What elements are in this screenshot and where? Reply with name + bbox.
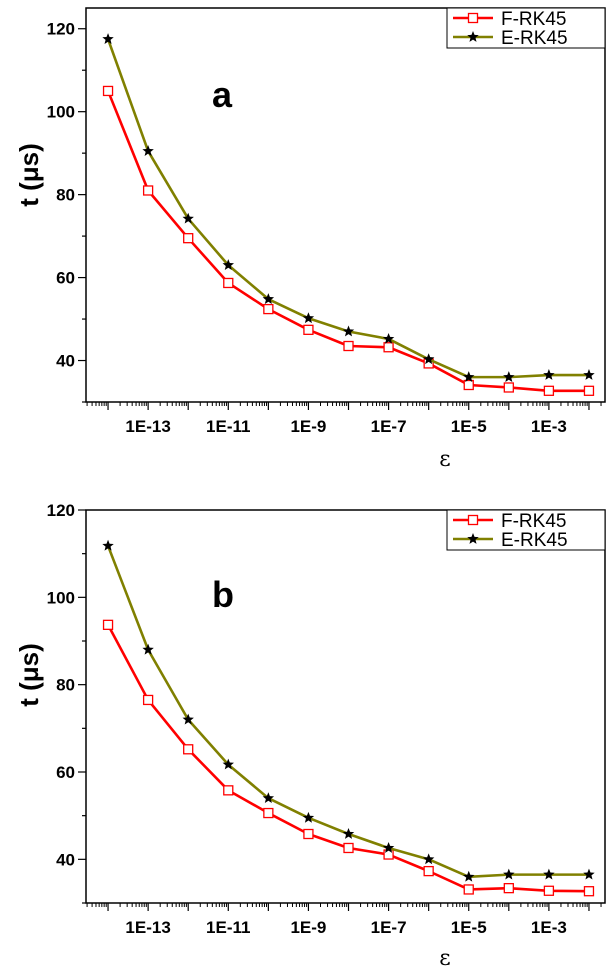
data-point-E-RK45 [182, 713, 194, 725]
data-point-E-RK45 [342, 828, 355, 839]
panel-label: a [212, 74, 233, 115]
chart-panel-b: 1E-13 1E-11 1E-9 1E-7 1E-5 1E-3 40 60 80 100 120 t … [14, 501, 606, 971]
data-point-F-RK45 [583, 886, 595, 897]
legend-label-F-RK45: F-RK45 [501, 9, 566, 30]
y-tick-label: 100 [47, 588, 75, 607]
data-point-F-RK45 [183, 233, 194, 244]
x-tick-label: 1E-5 [451, 918, 487, 937]
x-tick-label: 1E-9 [290, 417, 326, 436]
y-tick-label: 60 [56, 269, 75, 288]
data-point-E-RK45 [583, 868, 595, 880]
x-tick-label: 1E-11 [206, 918, 250, 937]
data-point-E-RK45 [302, 312, 315, 324]
data-point-E-RK45 [342, 325, 355, 337]
data-point-F-RK45 [102, 619, 114, 630]
x-tick-label: 1E-7 [371, 918, 407, 937]
y-tick-label: 120 [47, 20, 75, 39]
legend-label-E-RK45: E-RK45 [501, 28, 568, 49]
series-line-E-RK45 [106, 545, 589, 879]
y-axis-label: t (μs) [14, 643, 44, 707]
data-point-E-RK45 [102, 539, 114, 551]
data-point-F-RK45 [503, 883, 514, 894]
data-point-F-RK45 [142, 185, 154, 196]
x-tick-label: 1E-5 [451, 417, 487, 436]
data-point-F-RK45 [303, 828, 314, 840]
x-tick-label: 1E-13 [125, 417, 170, 436]
data-point-F-RK45 [543, 385, 555, 396]
data-point-E-RK45 [543, 369, 555, 380]
data-point-E-RK45 [102, 33, 114, 44]
panel-label: b [212, 574, 234, 615]
data-point-E-RK45 [222, 758, 234, 770]
y-axis-label: t (μs) [14, 143, 44, 207]
x-axis-label: ε [439, 447, 450, 472]
legend-marker-E-RK45 [467, 533, 479, 544]
data-point-E-RK45 [583, 369, 595, 380]
legend-marker-F-RK45 [467, 12, 479, 24]
data-point-E-RK45 [382, 332, 395, 344]
data-point-F-RK45 [183, 744, 194, 755]
data-point-E-RK45 [262, 792, 275, 804]
x-tick-label: 1E-3 [531, 417, 567, 436]
data-point-E-RK45 [543, 868, 555, 880]
data-point-F-RK45 [263, 303, 274, 315]
y-tick-label: 100 [47, 103, 75, 122]
data-point-F-RK45 [423, 865, 434, 877]
data-point-E-RK45 [463, 371, 475, 382]
data-point-F-RK45 [543, 885, 555, 896]
data-point-F-RK45 [503, 382, 514, 393]
x-tick-label: 1E-11 [206, 417, 250, 436]
plot-frame [85, 509, 606, 904]
y-tick-label: 40 [56, 352, 75, 371]
x-tick-label: 1E-3 [531, 918, 567, 937]
data-point-E-RK45 [262, 293, 275, 304]
data-point-F-RK45 [223, 785, 234, 796]
legend-label-E-RK45: E-RK45 [501, 530, 568, 551]
data-point-E-RK45 [422, 853, 435, 865]
data-point-E-RK45 [142, 643, 154, 655]
data-point-F-RK45 [303, 324, 314, 335]
data-point-E-RK45 [463, 870, 475, 882]
data-point-F-RK45 [583, 385, 595, 396]
legend-marker-F-RK45 [467, 514, 479, 526]
x-tick-label: 1E-9 [290, 918, 326, 937]
x-tick-label: 1E-7 [371, 417, 407, 436]
data-point-F-RK45 [263, 807, 274, 819]
data-point-F-RK45 [343, 340, 354, 352]
data-point-E-RK45 [503, 868, 515, 880]
x-tick-label: 1E-13 [125, 918, 170, 937]
data-point-F-RK45 [223, 277, 234, 289]
data-point-E-RK45 [503, 371, 515, 382]
y-tick-label: 80 [56, 186, 75, 205]
data-point-E-RK45 [382, 841, 395, 853]
data-point-F-RK45 [343, 842, 354, 854]
x-axis-label: ε [439, 946, 450, 971]
chart-panel-a: 1E-13 1E-11 1E-9 1E-7 1E-5 1E-3 40 60 80 100 120 t … [14, 7, 606, 472]
data-point-F-RK45 [142, 694, 154, 706]
y-tick-label: 80 [56, 676, 75, 695]
data-point-E-RK45 [222, 259, 234, 270]
y-tick-label: 120 [47, 501, 75, 520]
data-point-E-RK45 [182, 212, 194, 224]
plot-frame [85, 7, 606, 403]
data-point-F-RK45 [383, 342, 394, 353]
data-point-F-RK45 [102, 85, 114, 97]
data-point-F-RK45 [463, 379, 474, 391]
y-tick-label: 40 [56, 850, 75, 869]
data-point-E-RK45 [422, 353, 435, 365]
legend-label-F-RK45: F-RK45 [501, 511, 566, 532]
data-point-E-RK45 [302, 811, 315, 823]
data-point-F-RK45 [463, 884, 474, 895]
data-point-E-RK45 [142, 145, 154, 156]
legend-marker-E-RK45 [467, 31, 479, 42]
y-tick-label: 60 [56, 763, 75, 782]
